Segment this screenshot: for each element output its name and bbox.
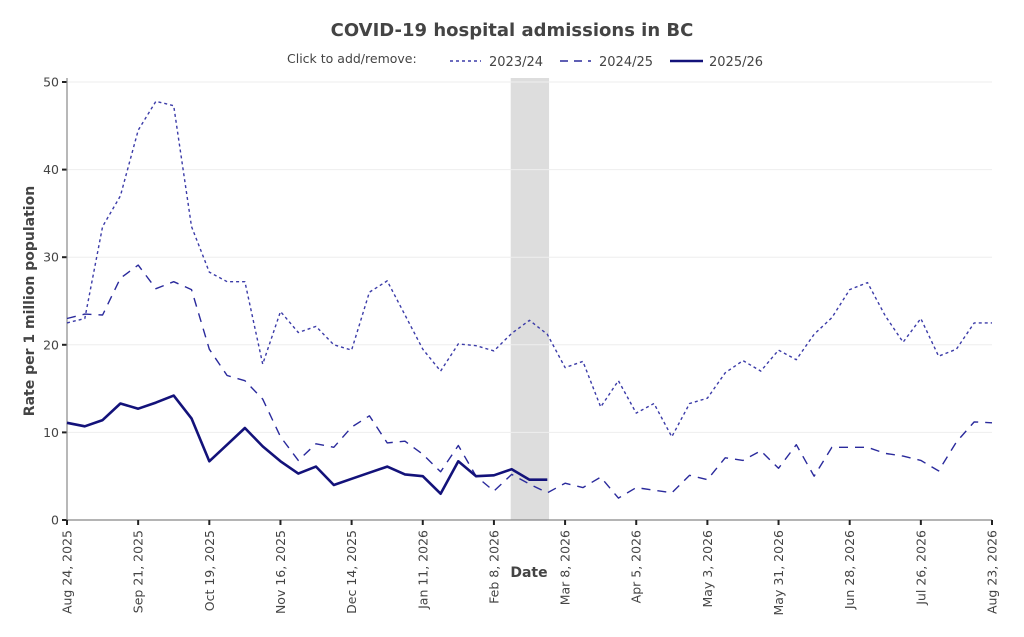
y-tick-label: 20 xyxy=(43,337,59,352)
y-tick-label: 50 xyxy=(43,75,59,90)
series-line-2025-26 xyxy=(66,394,548,496)
legend-item-2024-25[interactable]: 2024/25 xyxy=(560,55,653,70)
y-tick-label: 10 xyxy=(43,425,59,440)
x-tick-label: Dec 14, 2025 xyxy=(344,530,359,614)
x-tick-label: Mar 8, 2026 xyxy=(558,530,573,605)
series-lines xyxy=(66,100,993,499)
series-2023-24 xyxy=(66,100,992,438)
axes: 0 10 20 30 40 50 Aug 24, 2025 Sep 21, 2025 Oct 1… xyxy=(43,75,999,616)
x-axis-title: Date xyxy=(510,565,547,581)
gridlines xyxy=(67,81,992,433)
x-tick-label: Jun 28, 2026 xyxy=(842,530,857,610)
y-tick-label: 40 xyxy=(43,162,59,177)
legend-label-2023-24[interactable]: 2023/24 xyxy=(489,55,543,70)
x-tick-label: Feb 8, 2026 xyxy=(486,530,501,604)
x-tick-label: May 3, 2026 xyxy=(700,530,715,608)
shaded-region-layer xyxy=(510,78,550,520)
x-tick-label: Aug 24, 2025 xyxy=(60,530,75,614)
x-tick-label: Sep 21, 2025 xyxy=(131,530,146,613)
legend-item-2023-24[interactable]: 2023/24 xyxy=(450,55,543,70)
legend-item-2025-26[interactable]: 2025/26 xyxy=(670,55,763,70)
x-tick-label: Jul 26, 2026 xyxy=(913,530,928,606)
x-tick-label: May 31, 2026 xyxy=(771,530,786,616)
legend: Click to add/remove: 2023/24 2024/25 202… xyxy=(287,51,763,70)
y-tick-label: 30 xyxy=(43,250,59,265)
x-tick-label: Jan 11, 2026 xyxy=(415,530,430,610)
series-2025-26 xyxy=(66,394,548,496)
chart-title: COVID-19 hospital admissions in BC xyxy=(331,20,694,41)
x-tick-label: Nov 16, 2025 xyxy=(273,530,288,614)
legend-prefix: Click to add/remove: xyxy=(287,51,417,66)
legend-label-2024-25[interactable]: 2024/25 xyxy=(599,55,653,70)
series-line-2023-24 xyxy=(66,100,992,438)
legend-label-2025-26[interactable]: 2025/26 xyxy=(709,55,763,70)
x-tick-label: Aug 23, 2026 xyxy=(985,530,1000,614)
y-tick-label: 0 xyxy=(51,513,59,528)
y-axis-title: Rate per 1 million population xyxy=(22,186,38,416)
shaded-region xyxy=(510,78,550,520)
x-tick-label: Oct 19, 2025 xyxy=(202,530,217,611)
x-tick-label: Apr 5, 2026 xyxy=(629,530,644,603)
